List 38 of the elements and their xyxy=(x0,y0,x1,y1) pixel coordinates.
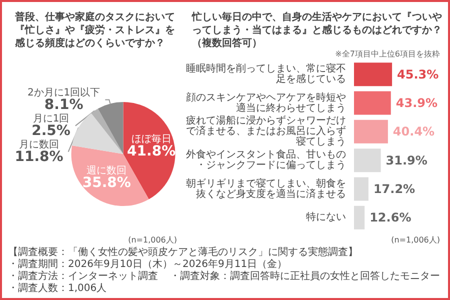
y-tick-label: 顔のスキンケアやヘアケアを時短や適当に終わらせてしまう xyxy=(186,91,346,114)
data-label: 2.5% xyxy=(32,122,70,139)
text: (n=1,006人) xyxy=(128,236,178,244)
text: ・調査期間：2026年9月10日（木）～2026年9月11日（金） xyxy=(8,259,288,270)
data-label: 8.1% xyxy=(44,96,84,113)
bar xyxy=(354,120,388,144)
text: ・調査人数：1,006人 xyxy=(8,283,107,295)
slice-label: 月に数回 xyxy=(19,139,60,150)
text: 【調査概要：「働く女性の髪や頭皮ケアと薄毛のリスク」に関する実態調査】 xyxy=(8,247,358,258)
slice-label: 2か月に1回以下 xyxy=(27,86,100,98)
text: ・調査方法：インターネット調査 xyxy=(8,271,158,282)
data-label: 40.4% xyxy=(392,124,435,139)
bar xyxy=(354,148,381,172)
data-label: 17.2% xyxy=(373,182,416,196)
slice-label: 週に数回 xyxy=(86,165,127,176)
data-label: 45.3% xyxy=(397,67,439,82)
y-tick-label: 特にない xyxy=(306,211,346,224)
text: ・調査対象：調査回答時に正社員の女性と回答したモニター xyxy=(170,271,440,283)
bar xyxy=(354,91,391,115)
data-label: 12.6% xyxy=(370,210,412,225)
data-label: 43.9% xyxy=(396,96,438,110)
y-tick-label: 朝ギリギリまで寝てしまい、朝食を抜くなど身支度を適当に済ませる xyxy=(186,177,346,200)
y-tick-label: 疲れて湯船に浸からずシャワーだけで済ませる、またはお風呂に入らず寝てしまう xyxy=(186,114,346,148)
text: ※全7項目中上位6項目を抜粋 xyxy=(335,50,440,58)
slice-label: 月に1回 xyxy=(32,113,70,124)
y-tick-label: 睡眠時間を削ってしまい、常に寝不足を感じている xyxy=(186,62,346,86)
data-label: 35.8% xyxy=(82,174,131,191)
bar xyxy=(354,177,368,201)
bar xyxy=(354,206,365,230)
data-label: 31.9% xyxy=(386,153,428,168)
text: (n=1,006人) xyxy=(391,236,440,244)
chart-title: 忙しい毎日の中で、自身の生活やケアにおいて『ついやってしまう・当てはまる』と感じるものはどれですか？（複数回答可） xyxy=(191,11,442,49)
y-tick-label: 外食やインスタント食品、甘いもの・ジャンクフードに偏ってしまう xyxy=(186,148,346,172)
data-label: 41.8% xyxy=(127,144,176,160)
data-label: 11.8% xyxy=(14,148,64,165)
chart-title: 普段、仕事や家庭のタスクにおいて『忙しさ』や『疲労・ストレス』を感じる頻度はどのくらいですか？ xyxy=(14,11,175,49)
slice-label: ほぼ毎日 xyxy=(131,133,172,146)
bar xyxy=(354,62,392,86)
